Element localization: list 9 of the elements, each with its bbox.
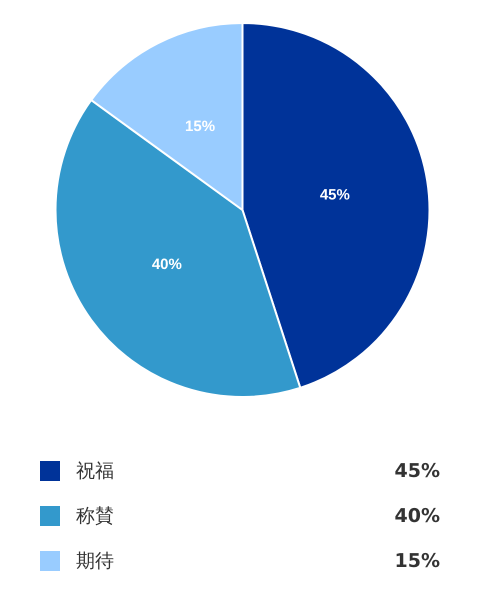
data-label: 40% — [152, 256, 182, 274]
legend-label: 祝福 — [76, 458, 115, 484]
data-label: 45% — [320, 186, 350, 204]
text: 15% — [394, 550, 440, 572]
legend-label: 称賛 — [76, 504, 115, 528]
text: 45% — [394, 460, 440, 482]
text: 40% — [394, 504, 440, 526]
data-label: 15% — [185, 118, 216, 135]
legend-label: 期待 — [76, 548, 115, 574]
